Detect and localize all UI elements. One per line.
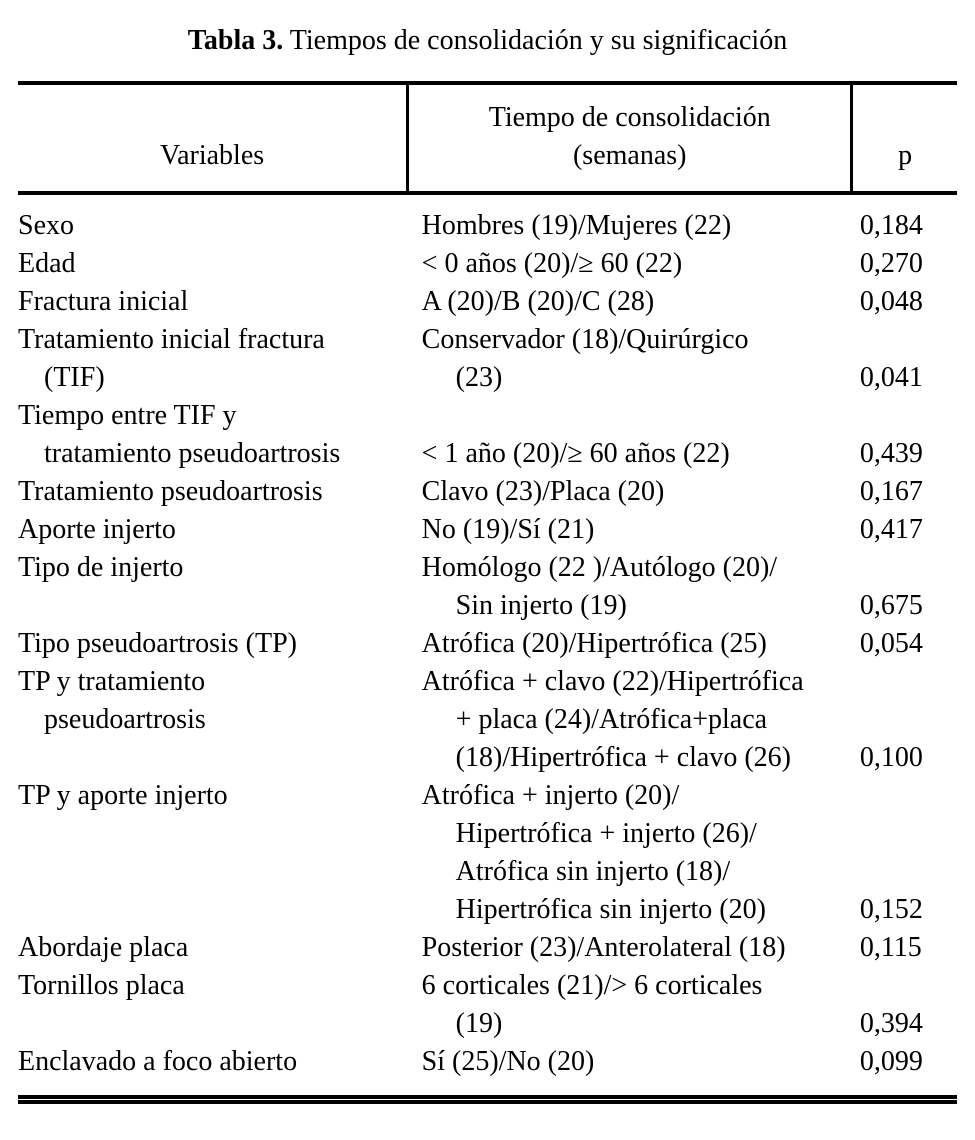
table-row: Tiempo entre TIF y tratamiento pseudoart… (18, 397, 957, 473)
p-value-cell: 0,167 (859, 476, 923, 507)
table-row: Aporte injerto No (19)/Sí (21) 0,417 (18, 511, 957, 549)
table-bottom-rule (18, 1095, 957, 1104)
table-row: TP y aporte injerto Atrófica + injerto (… (18, 777, 957, 929)
variable-cell: Edad (18, 248, 76, 279)
variable-cell: TP y tratamiento pseudoartrosis (18, 666, 206, 735)
value-cell: A (20)/B (20)/C (28) (421, 286, 655, 317)
p-value-cell: 0,099 (859, 1046, 923, 1077)
table-row: Tornillos placa 6 corticales (21)/> 6 co… (18, 967, 957, 1043)
table-row: Sexo Hombres (19)/Mujeres (22) 0,184 (18, 193, 957, 245)
header-row: Variables Tiempo de consolidación (seman… (18, 81, 957, 195)
table-row: Edad < 0 años (20)/≥ 60 (22) 0,270 (18, 245, 957, 283)
value-cell: Atrófica + injerto (20)/ Hipertrófica + … (421, 780, 766, 925)
table-row: Abordaje placa Posterior (23)/Anterolate… (18, 929, 957, 967)
variable-cell: Abordaje placa (18, 932, 189, 963)
variable-cell: Tratamiento inicial fractura (TIF) (18, 324, 325, 393)
variable-cell: Sexo (18, 210, 74, 241)
p-value-cell: 0,417 (859, 514, 923, 545)
p-value-cell: 0,100 (859, 742, 923, 773)
p-value-cell: 0,439 (859, 438, 923, 469)
data-table: Variables Tiempo de consolidación (seman… (18, 81, 957, 1095)
p-value-cell: 0,115 (859, 932, 922, 963)
variable-cell: Tipo de injerto (18, 552, 184, 583)
variable-cell: TP y aporte injerto (18, 780, 228, 811)
value-cell: Atrófica (20)/Hipertrófica (25) (421, 628, 767, 659)
value-cell: Hombres (19)/Mujeres (22) (421, 210, 732, 241)
value-cell: Atrófica + clavo (22)/Hipertrófica + pla… (421, 666, 804, 773)
variable-cell: Tiempo entre TIF y tratamiento pseudoart… (18, 400, 341, 469)
variable-cell: Aporte injerto (18, 514, 176, 545)
header-p-value: p (851, 81, 957, 195)
table-row: Fractura inicial A (20)/B (20)/C (28) 0,… (18, 283, 957, 321)
header-consolidation-time: Tiempo de consolidación (semanas) (406, 81, 854, 195)
header-variables: Variables (18, 81, 408, 195)
p-value-cell: 0,152 (859, 894, 923, 925)
variable-cell: Tipo pseudoartrosis (TP) (18, 628, 297, 659)
table-row: TP y tratamiento pseudoartrosis Atrófica… (18, 663, 957, 777)
p-value-cell: 0,394 (859, 1008, 923, 1039)
table-row: Tipo de injerto Homólogo (22 )/Autólogo … (18, 549, 957, 625)
p-value-cell: 0,184 (859, 210, 923, 241)
variable-cell: Tratamiento pseudoartrosis (18, 476, 323, 507)
value-cell: Posterior (23)/Anterolateral (18) (421, 932, 786, 963)
p-value-cell: 0,054 (859, 628, 923, 659)
p-value-cell: 0,048 (859, 286, 923, 317)
table-row: Tratamiento inicial fractura (TIF) Conse… (18, 321, 957, 397)
value-cell: Conservador (18)/Quirúrgico (23) (421, 324, 749, 393)
document-page: Tabla 3. Tiempos de consolidación y su s… (18, 22, 957, 1104)
table-row: Tratamiento pseudoartrosis Clavo (23)/Pl… (18, 473, 957, 511)
value-cell: 6 corticales (21)/> 6 corticales (19) (421, 970, 763, 1039)
value-cell: No (19)/Sí (21) (421, 514, 595, 545)
table-title: Tabla 3. Tiempos de consolidación y su s… (18, 22, 957, 59)
variable-cell: Tornillos placa (18, 970, 185, 1001)
variable-cell: Enclavado a foco abierto (18, 1046, 298, 1077)
table-title-text: Tiempos de consolidación y su significac… (283, 25, 788, 56)
table-row: Tipo pseudoartrosis (TP) Atrófica (20)/H… (18, 625, 957, 663)
value-cell: < 0 años (20)/≥ 60 (22) (421, 248, 683, 279)
value-cell: Homólogo (22 )/Autólogo (20)/ Sin injert… (421, 552, 778, 621)
table-row: Enclavado a foco abierto Sí (25)/No (20)… (18, 1043, 957, 1095)
p-value-cell: 0,270 (859, 248, 923, 279)
p-value-cell: 0,041 (859, 362, 923, 393)
variable-cell: Fractura inicial (18, 286, 189, 317)
p-value-cell: 0,675 (859, 590, 923, 621)
table-title-label: Tabla 3. (187, 25, 284, 56)
value-cell: Sí (25)/No (20) (421, 1046, 595, 1077)
value-cell: Clavo (23)/Placa (20) (421, 476, 665, 507)
value-cell: < 1 año (20)/≥ 60 años (22) (421, 438, 730, 469)
